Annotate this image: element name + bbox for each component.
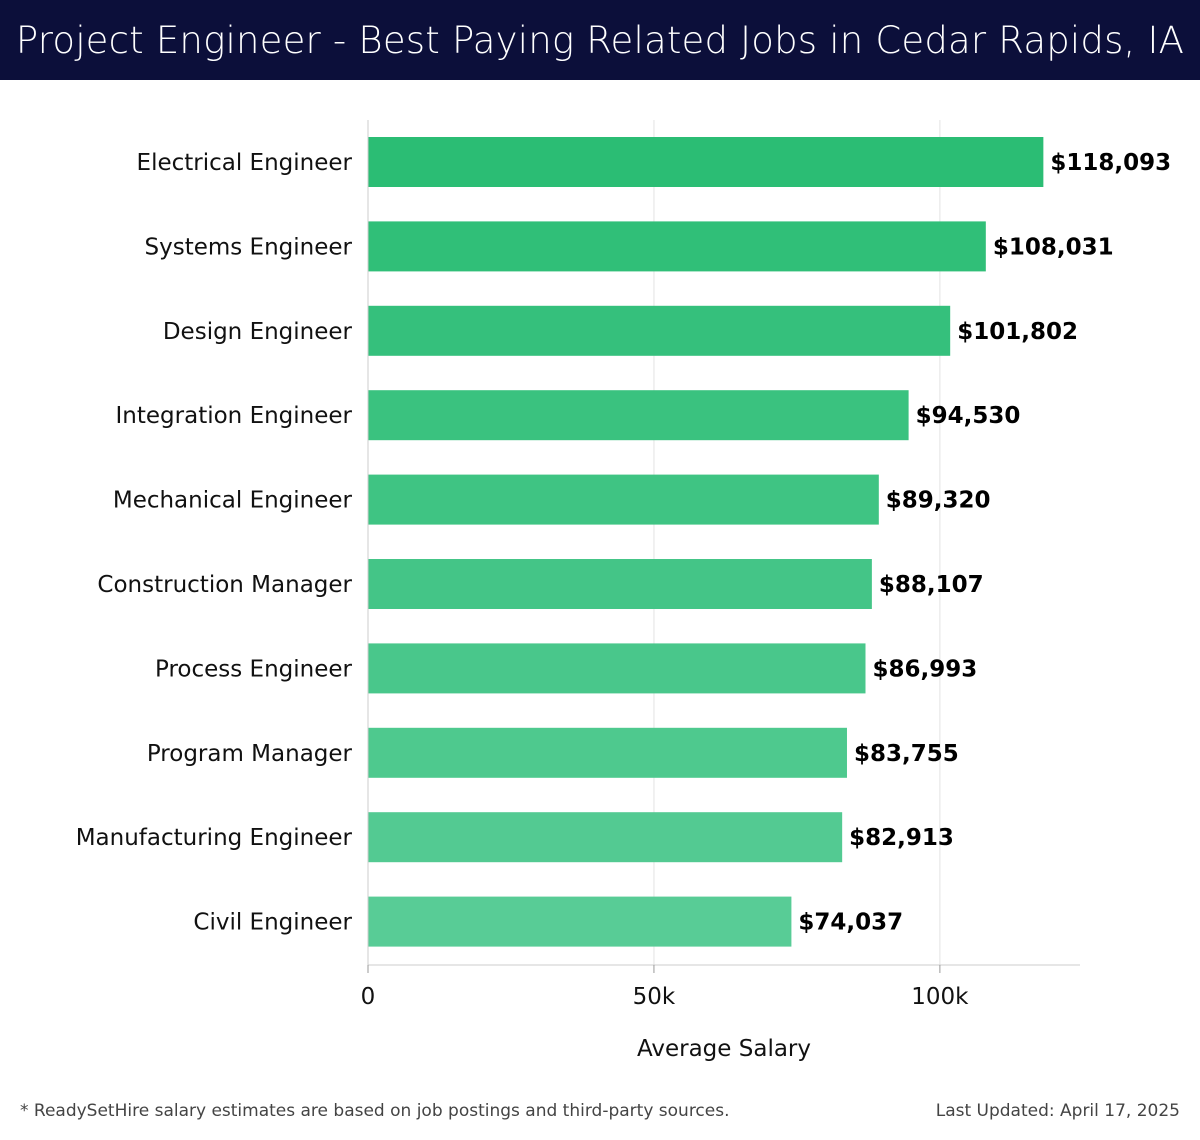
category-label: Process Engineer xyxy=(155,656,353,682)
bar xyxy=(368,896,792,947)
category-label: Construction Manager xyxy=(97,572,352,598)
category-label: Manufacturing Engineer xyxy=(76,825,353,851)
value-label: $89,320 xyxy=(886,488,991,514)
value-label: $83,755 xyxy=(854,741,959,767)
header-banner: Project Engineer - Best Paying Related J… xyxy=(0,0,1200,80)
x-axis-title: Average Salary xyxy=(637,1036,811,1062)
salary-bar-chart: Electrical Engineer $118,093 Systems Engin… xyxy=(76,120,1171,1062)
value-label: $88,107 xyxy=(879,572,984,598)
category-label: Design Engineer xyxy=(163,319,353,345)
bar xyxy=(368,474,879,525)
value-label: $118,093 xyxy=(1050,150,1171,176)
bar xyxy=(368,305,951,356)
category-label: Civil Engineer xyxy=(193,910,352,936)
value-label: $82,913 xyxy=(849,825,954,851)
bar xyxy=(368,643,866,694)
bar xyxy=(368,390,909,441)
x-tick-label: 50k xyxy=(633,984,676,1010)
category-label: Integration Engineer xyxy=(116,403,353,429)
category-label: Program Manager xyxy=(147,741,353,767)
x-tick-label: 0 xyxy=(361,984,376,1010)
x-tick-label: 100k xyxy=(911,984,969,1010)
value-label: $94,530 xyxy=(916,403,1021,429)
value-label: $86,993 xyxy=(873,656,978,682)
value-label: $101,802 xyxy=(957,319,1078,345)
bar xyxy=(368,221,986,272)
value-label: $74,037 xyxy=(798,910,903,936)
bar xyxy=(368,812,843,863)
bar xyxy=(368,727,847,778)
page-title: Project Engineer - Best Paying Related J… xyxy=(15,18,1185,62)
last-updated: Last Updated: April 17, 2025 xyxy=(935,1101,1180,1121)
value-label: $108,031 xyxy=(993,234,1114,260)
bar xyxy=(368,559,872,609)
category-label: Mechanical Engineer xyxy=(113,488,353,514)
bar xyxy=(368,137,1044,187)
category-label: Electrical Engineer xyxy=(137,150,353,176)
footer-disclaimer: * ReadySetHire salary estimates are base… xyxy=(20,1101,730,1121)
category-label: Systems Engineer xyxy=(145,234,353,260)
